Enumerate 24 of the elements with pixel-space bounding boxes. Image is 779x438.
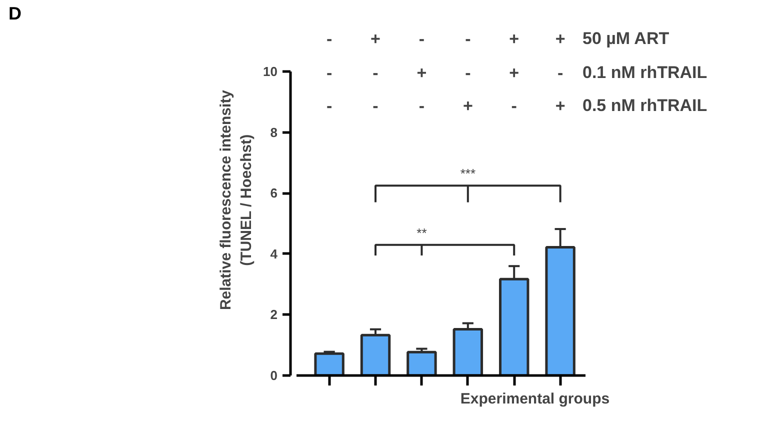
text: 50 µM ART	[582, 29, 670, 48]
y-tick-label: 10	[263, 64, 278, 80]
bar	[452, 328, 484, 376]
bar	[406, 350, 437, 376]
y-tick-label: 0	[270, 368, 278, 383]
x-tick-label: + - +	[555, 30, 566, 116]
x-tick-label: - - +	[462, 30, 473, 116]
annotation: ***	[460, 166, 476, 182]
y-axis-title: Relative fluorescence intensity (TUNEL / Hoechst)	[218, 89, 256, 310]
bar	[314, 352, 344, 376]
x-tick-label: + + -	[509, 30, 520, 116]
text: D	[8, 4, 22, 24]
bar	[360, 334, 391, 376]
y-tick-label: 8	[270, 124, 278, 140]
x-axis-title: Experimental groups	[460, 390, 610, 408]
x-tick-label: - + -	[416, 30, 427, 116]
y-tick-label: 2	[270, 307, 278, 322]
x-tick-label: + - -	[370, 30, 381, 116]
y-tick-label: 6	[270, 186, 278, 201]
annotation: 0.1 nM rhTRAIL	[582, 63, 708, 82]
annotation: 0.5 nM rhTRAIL	[582, 96, 708, 115]
x-tick-label: - - -	[326, 30, 332, 116]
annotation: **	[416, 225, 427, 240]
y-tick-label: 4	[270, 246, 278, 262]
